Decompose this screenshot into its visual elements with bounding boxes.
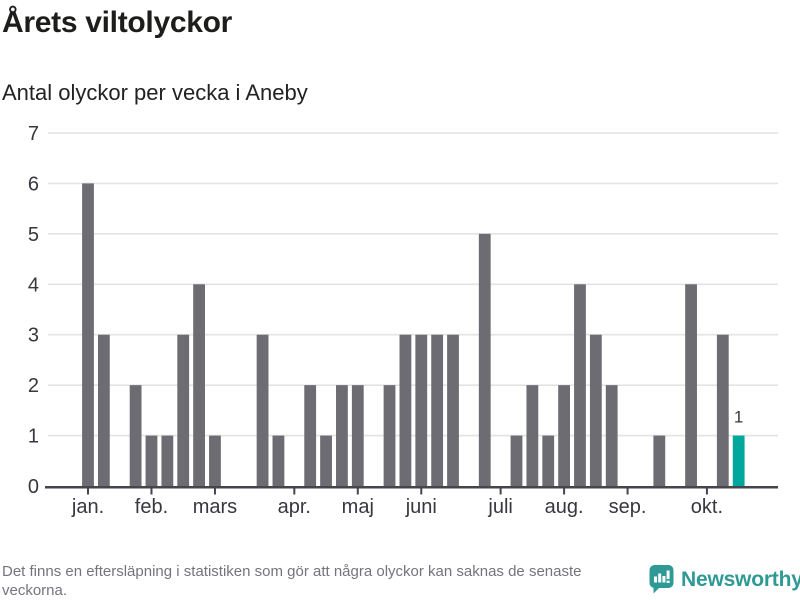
bar-week-28 (510, 435, 523, 486)
y-tick-label-1: 1 (28, 426, 39, 448)
bar-week-2 (97, 334, 110, 486)
speech-bubble-shape (649, 565, 674, 594)
x-tick-label-juni: juni (405, 496, 437, 518)
bar-week-13 (272, 435, 285, 486)
footer-note: Det finns en eftersläpning i statistiken… (2, 563, 582, 599)
bar-week-31 (558, 385, 570, 486)
bar-week-37 (653, 435, 666, 486)
bar-week-22 (415, 334, 428, 486)
x-tick-label-apr: apr. (278, 496, 311, 518)
bar-week-34 (605, 385, 618, 486)
bar-week-6 (161, 435, 174, 486)
bar-chart: 0 1 2 3 4 5 6 7 jan. feb. mars apr. maj juni juli aug. s… (28, 123, 778, 518)
bar-week-39 (685, 284, 697, 486)
y-tick-label-2: 2 (28, 375, 39, 397)
bar-week-18 (351, 385, 364, 486)
bar-week-23 (431, 334, 444, 486)
bar-week-24 (447, 334, 459, 486)
bar-week-12 (256, 334, 269, 486)
bar-week-33 (589, 334, 602, 486)
y-tick-label-5: 5 (28, 224, 39, 246)
x-tick-label-feb: feb. (135, 496, 168, 518)
y-tick-label-6: 6 (28, 173, 39, 195)
x-tick-label-juli: juli (487, 496, 512, 518)
bar-week-42 (732, 435, 745, 486)
bar-week-9 (209, 435, 221, 486)
y-tick-label-4: 4 (28, 274, 39, 296)
bar-week-20 (383, 385, 396, 486)
bar-week-7 (177, 334, 190, 486)
bar-week-4 (129, 385, 142, 486)
y-tick-label-7: 7 (28, 123, 39, 145)
bar-week-21 (399, 334, 412, 486)
bar-week-26 (478, 233, 491, 486)
bar-week-5 (145, 435, 158, 486)
bar-week-29 (526, 385, 539, 486)
x-tick-label-maj: maj (342, 496, 374, 518)
bar-week-1 (82, 183, 94, 487)
newsworthy-logo-icon (649, 565, 674, 594)
chart-subtitle: Antal olyckor per vecka i Aneby (2, 80, 308, 105)
y-tick-label-0: 0 (28, 476, 39, 498)
y-tick-label-3: 3 (28, 325, 39, 347)
x-tick-label-sep: sep. (609, 496, 647, 518)
highlight-value-label: 1 (734, 408, 743, 427)
x-tick-label-aug: aug. (545, 496, 584, 518)
bar-week-17 (336, 385, 348, 486)
x-tick-label-okt: okt. (691, 496, 723, 518)
newsworthy-logo: Newsworthy (649, 565, 800, 594)
mini-bar-chart-glyph (654, 570, 670, 583)
bar-week-32 (574, 284, 586, 486)
chart-title: Årets viltolyckor (2, 6, 232, 39)
bar-week-15 (304, 385, 317, 486)
x-tick-label-mars: mars (193, 496, 237, 518)
newsworthy-logo-text: Newsworthy (681, 567, 800, 591)
bar-week-30 (542, 435, 555, 486)
x-tick-label-jan: jan. (71, 496, 104, 518)
bar-week-8 (193, 284, 205, 486)
bar-week-16 (320, 435, 332, 486)
bar-week-41 (716, 334, 729, 486)
